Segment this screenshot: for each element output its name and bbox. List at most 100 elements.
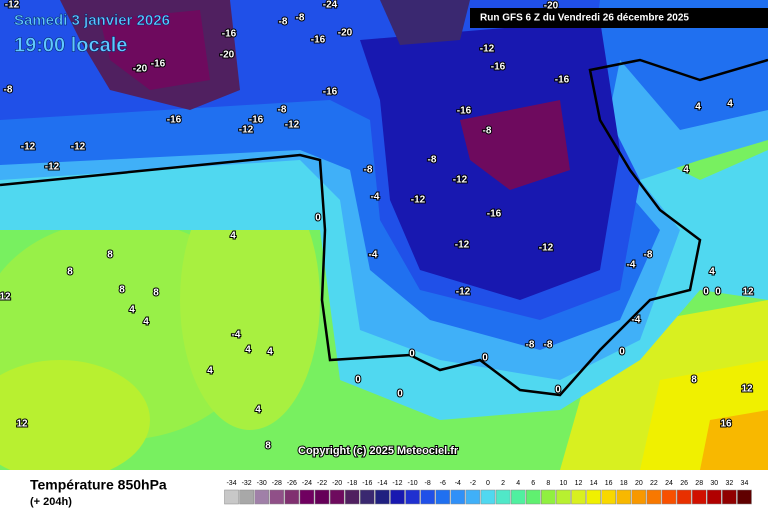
isotherm-label: -16: [151, 59, 166, 70]
isotherm-label: 0: [482, 353, 488, 364]
date: Samedi 3 janvier 2026: [14, 12, 170, 29]
scale-swatch: [420, 489, 435, 505]
scale-label: 30: [710, 480, 718, 487]
scale-swatch: [556, 489, 571, 505]
scale-label: -32: [242, 480, 252, 487]
scale-swatch: [450, 489, 466, 505]
scale-swatch: [571, 489, 586, 505]
scale-swatch: [314, 489, 330, 505]
isotherm-label: -20: [544, 1, 559, 12]
scale-label: -10: [408, 480, 418, 487]
isotherm-label: 4: [230, 231, 236, 242]
isotherm-label: 4: [207, 366, 213, 377]
isotherm-label: -12: [71, 142, 86, 153]
isotherm-label: -20: [220, 50, 235, 61]
scale-swatch: [299, 489, 315, 505]
scale-swatch: [495, 489, 511, 505]
scale-swatch: [706, 489, 722, 505]
isotherm-label: 0: [397, 389, 403, 400]
isotherm-label: 12: [16, 419, 28, 430]
scale-label: 18: [620, 480, 628, 487]
scale-label: -14: [377, 480, 387, 487]
isotherm-label: 4: [255, 405, 261, 416]
isotherm-label: 4: [695, 102, 701, 113]
run-info: Run GFS 6 Z du Vendredi 26 décembre 2025: [480, 13, 689, 24]
isotherm-label: -16: [249, 115, 264, 126]
scale-swatch: [224, 489, 239, 505]
isotherm-label: -12: [539, 243, 554, 254]
isotherm-label: 0: [555, 385, 561, 396]
scale-label: -6: [440, 480, 446, 487]
scale-swatch: [390, 489, 405, 505]
scale-swatch: [586, 489, 601, 505]
isotherm-label: 0: [409, 349, 415, 360]
isotherm-label: -12: [21, 142, 36, 153]
scale-label: -16: [362, 480, 372, 487]
scale-label: 32: [725, 480, 733, 487]
scale-swatch: [661, 489, 677, 505]
scale-swatch: [360, 489, 375, 505]
isotherm-label: -16: [487, 209, 502, 220]
isotherm-label: 16: [720, 419, 732, 430]
isotherm-label: -16: [457, 106, 472, 117]
scale-swatch: [631, 489, 647, 505]
isotherm-label: -8: [4, 85, 13, 96]
scale-label: 10: [560, 480, 568, 487]
scale-swatch: [435, 489, 451, 505]
scale-label: -20: [332, 480, 342, 487]
isotherm-label: -4: [627, 260, 636, 271]
scale-swatch: [375, 489, 390, 505]
isotherm-label: 8: [107, 250, 113, 261]
isotherm-label: 8: [67, 267, 73, 278]
isotherm-label: -16: [491, 62, 506, 73]
scale-swatch: [329, 489, 345, 505]
isotherm-label: 12: [741, 384, 753, 395]
scale-label: 6: [531, 480, 535, 487]
isotherm-label: -24: [323, 0, 338, 11]
isotherm-label: -4: [369, 250, 378, 261]
scale-label: -18: [347, 480, 357, 487]
scale-label: 12: [575, 480, 583, 487]
scale-swatch: [676, 489, 692, 505]
isotherm-label: -12: [455, 240, 470, 251]
isotherm-label: -20: [133, 64, 148, 75]
scale-label: 0: [486, 480, 490, 487]
isotherm-label: 4: [727, 99, 733, 110]
scale-swatch: [344, 489, 360, 505]
isotherm-label: 8: [265, 441, 271, 452]
isotherm-label: 12: [742, 287, 754, 298]
scale-label: 2: [501, 480, 505, 487]
lead-time: (+ 204h): [30, 496, 72, 508]
scale-swatch: [269, 489, 285, 505]
isotherm-label: 8: [153, 288, 159, 299]
isotherm-label: -12: [411, 195, 426, 206]
isotherm-label: -12: [480, 44, 495, 55]
scale-label: -12: [392, 480, 402, 487]
isotherm-label: -4: [632, 315, 641, 326]
isotherm-label: 12: [0, 292, 11, 303]
isotherm-label: -12: [285, 120, 300, 131]
scale-swatch: [284, 489, 300, 505]
isotherm-label: -16: [555, 75, 570, 86]
scale-label: -2: [470, 480, 476, 487]
scale-label: -26: [287, 480, 297, 487]
isotherm-label: 0: [703, 287, 709, 298]
isotherm-label: -8: [428, 155, 437, 166]
isotherm-label: -12: [456, 287, 471, 298]
isotherm-label: 0: [315, 213, 321, 224]
scale-label: 22: [650, 480, 658, 487]
isotherm-label: -8: [483, 126, 492, 137]
isotherm-label: -4: [232, 330, 241, 341]
color-scale: -34 -32 -30 -28 -26 -24 -22 -20 -18 -16 -14 -12 -10-…: [224, 480, 752, 505]
isotherm-label: 4: [267, 347, 273, 358]
scale-swatch: [646, 489, 662, 505]
scale-label: -30: [257, 480, 267, 487]
scale-swatch: [254, 489, 270, 505]
isotherm-label: -16: [323, 87, 338, 98]
isotherm-label: 4: [709, 267, 715, 278]
scale-swatch: [510, 489, 526, 505]
scale-label: -28: [272, 480, 282, 487]
scale-label: -22: [317, 480, 327, 487]
